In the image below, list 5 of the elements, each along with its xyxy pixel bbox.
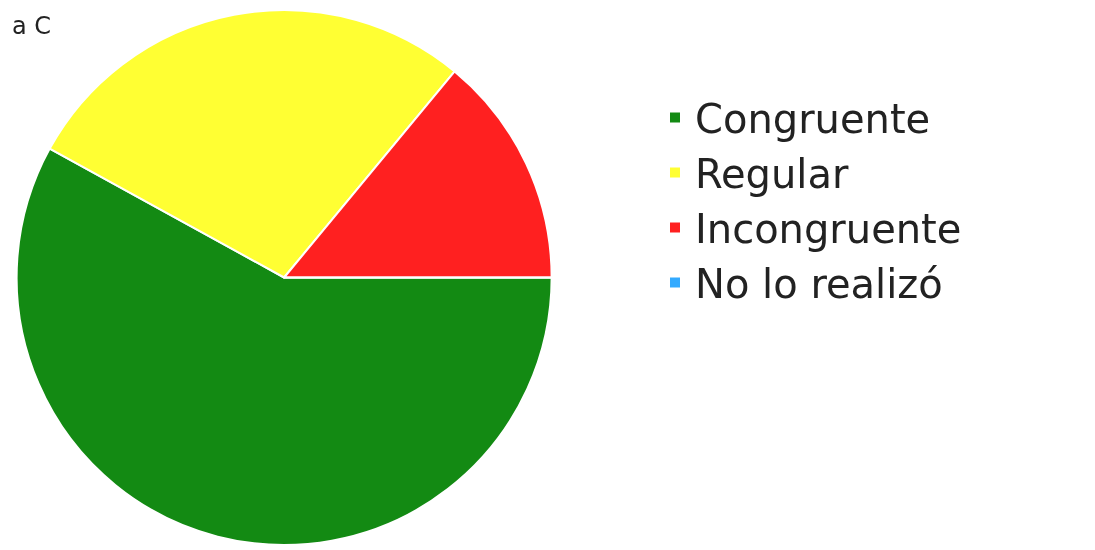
legend-label: No lo realizó <box>695 261 943 307</box>
chart-title: a C <box>12 12 52 40</box>
legend-label: Incongruente <box>695 206 962 252</box>
legend-label: Regular <box>695 151 849 197</box>
legend-label: Congruente <box>695 96 931 142</box>
